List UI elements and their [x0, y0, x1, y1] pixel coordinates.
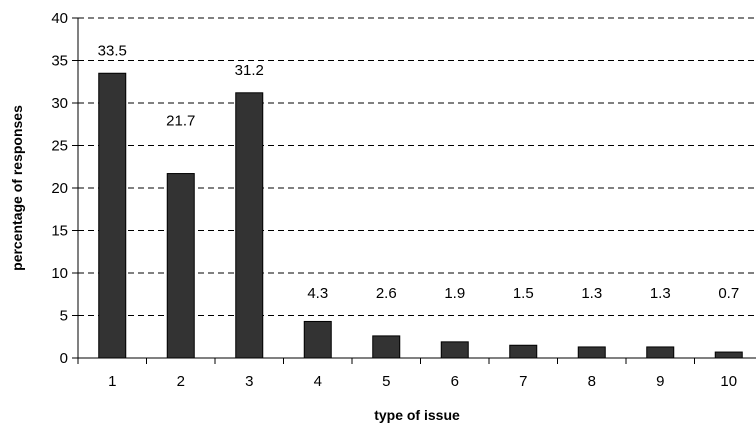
bar-9 — [646, 346, 675, 359]
y-tick-label: 20 — [51, 180, 68, 197]
data-label-6: 1.9 — [444, 285, 465, 302]
x-tick-label: 6 — [451, 373, 459, 390]
data-label-4: 4.3 — [307, 285, 328, 302]
data-labels: 33.5 21.7 31.2 4.3 2.6 1.9 1.5 1.3 1.3 0.7 — [98, 42, 740, 302]
data-label-1: 33.5 — [98, 42, 127, 59]
bar-5 — [372, 335, 401, 359]
x-tick-label: 4 — [314, 373, 322, 390]
bar-8 — [577, 346, 606, 359]
data-label-8: 1.3 — [581, 285, 602, 302]
y-axis-title: percentage of responses — [9, 105, 25, 271]
bar-6 — [440, 341, 469, 359]
x-tick-label: 1 — [108, 373, 116, 390]
y-tick-label: 25 — [51, 138, 68, 155]
y-axis-ticks: 0 5 10 15 20 25 30 35 40 — [51, 10, 78, 367]
bar-2 — [166, 173, 195, 359]
x-axis-ticks: 1 2 3 4 5 6 7 8 9 10 — [77, 358, 737, 390]
y-tick-label: 10 — [51, 265, 68, 282]
bar-4 — [303, 320, 332, 359]
x-tick-label: 8 — [588, 373, 596, 390]
data-label-3: 31.2 — [235, 62, 264, 79]
y-tick-label: 40 — [51, 10, 68, 27]
data-label-2: 21.7 — [166, 113, 195, 130]
y-tick-label: 30 — [51, 95, 68, 112]
y-tick-label: 0 — [60, 350, 68, 367]
data-label-7: 1.5 — [513, 285, 534, 302]
x-tick-label: 3 — [245, 373, 253, 390]
data-label-10: 0.7 — [718, 285, 739, 302]
bar-10 — [714, 351, 743, 359]
bar-1 — [98, 72, 127, 359]
bar-3 — [235, 92, 264, 359]
bar-7 — [509, 344, 538, 359]
x-tick-label: 7 — [519, 373, 527, 390]
x-tick-label: 9 — [656, 373, 664, 390]
y-tick-label: 35 — [51, 53, 68, 70]
x-tick-label: 2 — [177, 373, 185, 390]
y-tick-label: 15 — [51, 223, 68, 240]
data-label-5: 2.6 — [376, 285, 397, 302]
y-tick-label: 5 — [60, 308, 68, 325]
x-tick-label: 5 — [382, 373, 390, 390]
x-axis-title: type of issue — [374, 407, 460, 423]
data-label-9: 1.3 — [650, 285, 671, 302]
x-tick-label: 10 — [720, 373, 737, 390]
